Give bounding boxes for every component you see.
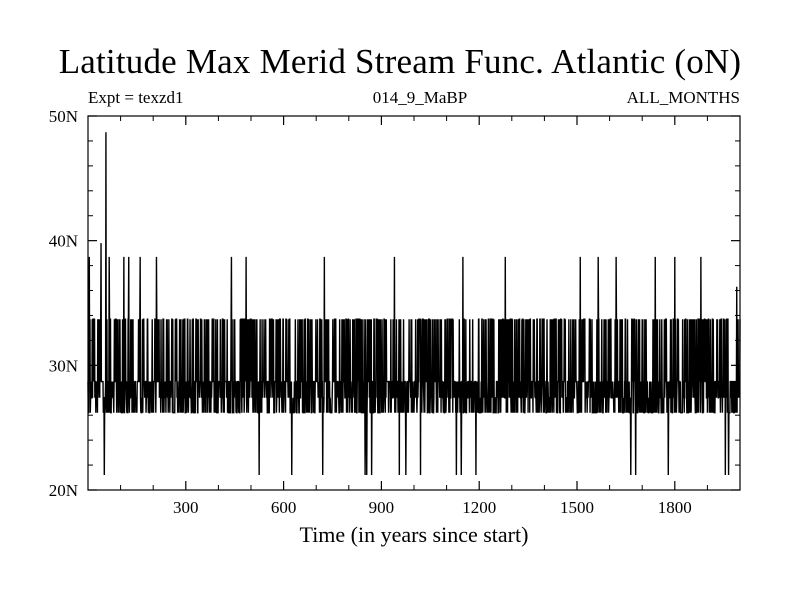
y-tick-label: 50N <box>49 107 78 126</box>
period-label: ALL_MONTHS <box>626 88 740 107</box>
plot-frame <box>87 115 741 491</box>
x-axis-label: Time (in years since start) <box>299 522 529 547</box>
x-tick-label: 1500 <box>560 498 594 517</box>
x-tick-label: 300 <box>173 498 199 517</box>
experiment-label: Expt = texzd1 <box>88 88 184 107</box>
data-series-line <box>87 132 741 476</box>
y-tick-label: 30N <box>49 356 78 375</box>
chart-title: Latitude Max Merid Stream Func. Atlantic… <box>58 42 742 81</box>
run-label: 014_9_MaBP <box>372 88 468 107</box>
x-tick-label: 1800 <box>658 498 692 517</box>
x-tick-label: 1200 <box>462 498 496 517</box>
x-tick-label: 600 <box>271 498 297 517</box>
y-tick-label: 40N <box>49 232 78 251</box>
y-tick-label: 20N <box>49 481 78 500</box>
x-tick-label: 900 <box>369 498 395 517</box>
